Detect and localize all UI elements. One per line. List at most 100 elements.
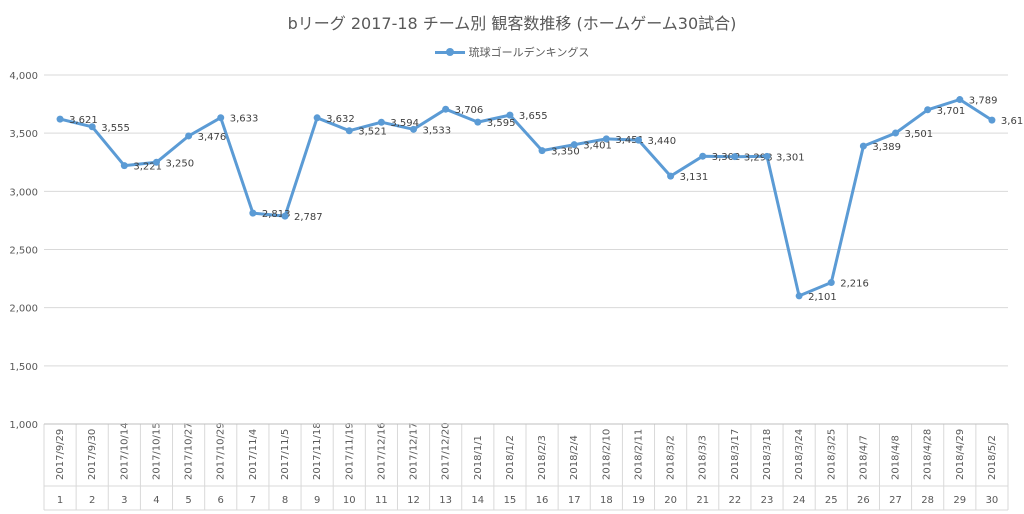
- data-point: [731, 153, 739, 161]
- x-tick-label-game: 14: [471, 495, 484, 506]
- x-tick-label-game: 26: [857, 495, 870, 506]
- x-tick-label-date: 2017/10/29: [216, 422, 227, 480]
- x-tick-label-date: 2018/3/17: [730, 429, 741, 480]
- y-tick-label: 4,000: [9, 71, 38, 82]
- x-tick-label-game: 8: [282, 495, 288, 506]
- data-point: [763, 152, 771, 160]
- data-label: 3,701: [937, 106, 966, 117]
- data-point: [281, 212, 289, 220]
- data-label: 3,595: [487, 118, 516, 129]
- data-point: [827, 279, 835, 287]
- x-tick-label-game: 21: [696, 495, 709, 506]
- data-point: [667, 172, 675, 180]
- x-tick-label-game: 7: [250, 495, 256, 506]
- data-label: 3,621: [69, 115, 98, 126]
- x-tick-label-date: 2018/3/2: [666, 435, 677, 480]
- data-label: 3,221: [133, 162, 162, 173]
- data-label: 3,350: [551, 147, 580, 158]
- x-tick-label-game: 4: [153, 495, 159, 506]
- x-tick-label-game: 18: [600, 495, 613, 506]
- x-tick-label-game: 19: [632, 495, 645, 506]
- data-label: 3,533: [423, 125, 452, 136]
- data-label: 2,813: [262, 209, 291, 220]
- x-tick-label-game: 15: [504, 495, 517, 506]
- data-point: [152, 158, 160, 166]
- x-tick-label-date: 2018/1/2: [505, 435, 516, 480]
- x-tick-label-date: 2017/12/17: [409, 422, 420, 480]
- x-tick-label-date: 2018/4/29: [955, 429, 966, 480]
- x-tick-label-game: 10: [343, 495, 356, 506]
- data-point: [634, 136, 642, 144]
- x-tick-label-game: 1: [57, 495, 63, 506]
- data-label: 3,451: [615, 135, 644, 146]
- data-label: 3,612: [1001, 116, 1024, 127]
- data-point: [506, 111, 514, 119]
- data-label: 2,787: [294, 212, 323, 223]
- x-tick-label-date: 2018/2/11: [633, 429, 644, 480]
- y-tick-label: 1,000: [9, 420, 38, 431]
- data-label: 3,476: [198, 132, 227, 143]
- x-tick-label-date: 2018/3/24: [794, 429, 805, 480]
- x-tick-label-game: 28: [921, 495, 934, 506]
- legend-label: 琉球ゴールデンキングス: [468, 46, 590, 59]
- data-label: 3,706: [455, 105, 484, 116]
- x-tick-label-game: 11: [375, 495, 388, 506]
- x-tick-label-date: 2018/4/8: [891, 435, 902, 480]
- data-point: [474, 118, 482, 126]
- data-point: [924, 106, 932, 114]
- x-tick-label-date: 2017/11/5: [280, 429, 291, 480]
- x-tick-label-game: 5: [185, 495, 191, 506]
- data-label: 3,789: [969, 96, 998, 107]
- x-tick-label-date: 2017/12/20: [441, 422, 452, 480]
- data-point: [859, 142, 867, 150]
- x-tick-label-date: 2018/3/18: [762, 429, 773, 480]
- x-tick-label-game: 3: [121, 495, 127, 506]
- x-tick-label-date: 2018/1/1: [473, 435, 484, 480]
- x-tick-label-date: 2017/10/15: [151, 422, 162, 480]
- x-tick-label-date: 2017/9/29: [55, 429, 66, 480]
- x-tick-label-game: 27: [889, 495, 902, 506]
- data-point: [956, 96, 964, 104]
- data-point: [88, 123, 96, 131]
- x-tick-label-game: 22: [728, 495, 741, 506]
- data-label: 3,131: [680, 172, 709, 183]
- x-tick-label-date: 2017/9/30: [87, 429, 98, 480]
- data-label: 3,298: [744, 153, 773, 164]
- data-point: [892, 129, 900, 137]
- data-label: 3,633: [230, 114, 259, 125]
- x-tick-label-game: 13: [439, 495, 452, 506]
- data-label: 3,632: [326, 114, 355, 125]
- data-label: 3,655: [519, 111, 548, 122]
- x-tick-label-game: 12: [407, 495, 420, 506]
- data-label: 3,521: [358, 127, 387, 138]
- x-tick-label-game: 24: [793, 495, 806, 506]
- x-tick-label-game: 20: [664, 495, 677, 506]
- x-tick-label-date: 2017/12/16: [376, 422, 387, 480]
- data-label: 3,401: [583, 141, 612, 152]
- chart-title: bリーグ 2017-18 チーム別 観客数推移 (ホームゲーム30試合): [287, 14, 737, 33]
- data-point: [988, 116, 996, 124]
- x-tick-label-game: 29: [953, 495, 966, 506]
- y-tick-label: 3,000: [9, 187, 38, 198]
- y-tick-label: 3,500: [9, 129, 38, 140]
- legend-line-marker: [434, 46, 465, 58]
- y-tick-label: 2,000: [9, 304, 38, 315]
- x-tick-label-date: 2017/11/19: [344, 422, 355, 480]
- data-label: 3,301: [776, 152, 805, 163]
- x-tick-label-game: 2: [89, 495, 95, 506]
- data-label: 3,302: [712, 152, 741, 163]
- data-label: 2,216: [840, 279, 869, 290]
- series-line: [59, 98, 993, 298]
- data-point: [570, 141, 578, 149]
- data-point: [699, 152, 707, 160]
- x-tick-label-date: 2017/10/14: [119, 422, 130, 480]
- x-tick-label-date: 2018/3/3: [698, 435, 709, 480]
- y-tick-label: 2,500: [9, 246, 38, 257]
- x-tick-label-date: 2017/11/4: [248, 429, 259, 480]
- data-point: [313, 114, 321, 122]
- x-tick-label-date: 2018/2/10: [601, 429, 612, 480]
- data-point: [795, 292, 803, 300]
- x-tick-label-date: 2018/5/2: [987, 435, 998, 480]
- data-label: 3,501: [905, 129, 934, 140]
